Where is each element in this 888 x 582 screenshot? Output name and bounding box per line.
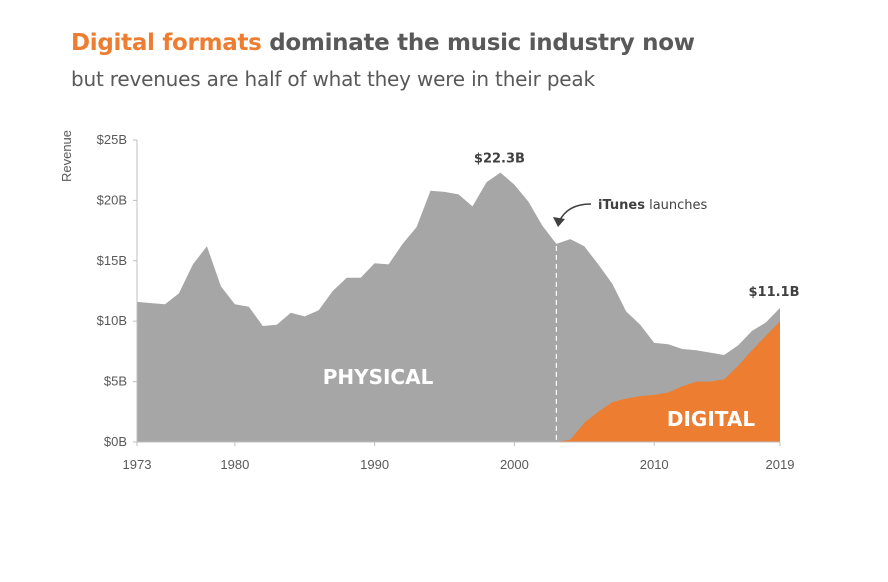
chart-labels: PHYSICAL DIGITAL $22.3B $11.1B iTunes launch…	[323, 152, 800, 442]
x-tick-label: 1973	[123, 457, 152, 472]
chart-title-rest: dominate the music industry now	[261, 30, 695, 56]
physical-area	[137, 172, 780, 442]
y-tick-label: $15B	[97, 253, 127, 268]
y-tick-label: $0B	[104, 434, 127, 449]
y-tick-label: $20B	[97, 192, 127, 207]
end-value-label: $11.1B	[748, 285, 799, 300]
chart-title: Digital formats dominate the music indus…	[71, 30, 695, 56]
itunes-annotation: iTunes launches	[598, 198, 708, 213]
x-tick-label: 2019	[766, 457, 795, 472]
chart-title-highlight: Digital formats	[71, 30, 262, 56]
chart-areas	[137, 172, 780, 442]
peak-value-label: $22.3B	[474, 152, 525, 167]
physical-area-label: PHYSICAL	[323, 365, 434, 389]
itunes-annotation-bold: iTunes	[598, 198, 645, 213]
y-tick-label: $25B	[97, 132, 127, 147]
x-tick-label: 2000	[500, 457, 529, 472]
y-axis-label: Revenue	[59, 130, 74, 182]
y-tick-label: $5B	[104, 374, 127, 389]
itunes-annotation-rest: launches	[645, 198, 708, 213]
digital-area	[137, 321, 780, 442]
chart-axes: $0B $5B $10B $15B $20B $25B 1973 1980 1990 2000 20…	[59, 130, 794, 472]
x-tick-label: 2010	[640, 457, 669, 472]
chart-subtitle: but revenues are half of what they were …	[71, 67, 595, 91]
y-tick-label: $10B	[97, 313, 127, 328]
x-tick-label: 1990	[360, 457, 389, 472]
digital-area-label: DIGITAL	[667, 407, 755, 431]
x-tick-label: 1980	[220, 457, 249, 472]
itunes-arrowhead	[553, 217, 565, 227]
